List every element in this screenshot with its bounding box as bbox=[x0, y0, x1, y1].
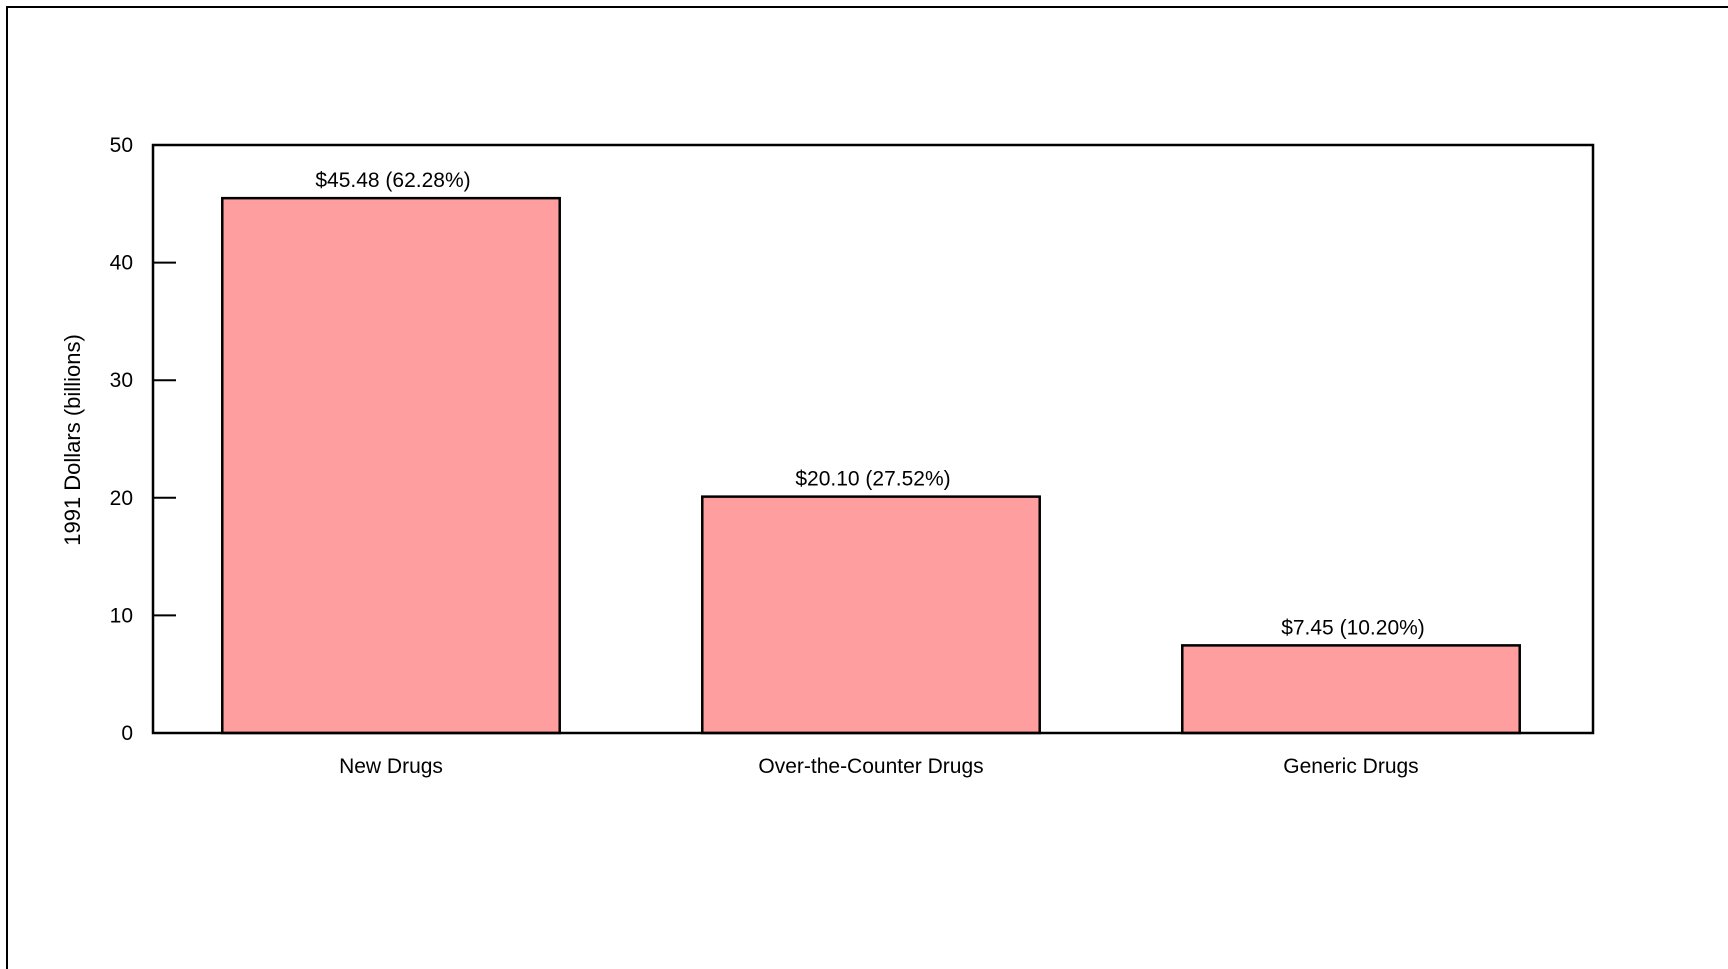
bar bbox=[701, 495, 1041, 735]
y-tick-label: 30 bbox=[110, 369, 133, 392]
y-tick-label: 20 bbox=[110, 487, 133, 510]
y-tick-label: 10 bbox=[110, 604, 133, 627]
x-category-label: Generic Drugs bbox=[1283, 755, 1418, 778]
bar bbox=[1181, 644, 1521, 735]
y-tick-label: 40 bbox=[110, 252, 133, 275]
y-tick-label: 50 bbox=[110, 134, 133, 157]
outer-frame bbox=[6, 6, 1728, 969]
bar-data-label: $7.45 (10.20%) bbox=[1281, 616, 1425, 639]
x-category-label: New Drugs bbox=[339, 755, 443, 778]
bar-data-label: $20.10 (27.52%) bbox=[795, 468, 950, 491]
y-axis-ticks: 0 10 20 30 40 50 bbox=[110, 134, 176, 745]
bar bbox=[221, 196, 561, 735]
x-category-label: Over-the-Counter Drugs bbox=[758, 755, 983, 778]
bar-data-label: $45.48 (62.28%) bbox=[315, 169, 470, 192]
x-axis-categories: New Drugs Over-the-Counter Drugs Generic D… bbox=[339, 755, 1419, 778]
y-tick-label: 0 bbox=[121, 722, 133, 745]
y-axis-title: 1991 Dollars (billions) bbox=[60, 334, 85, 546]
bars-group: $45.48 (62.28%) $20.10 (27.52%) $7.45 (10.… bbox=[221, 169, 1521, 735]
plot-area-frame bbox=[151, 143, 1595, 735]
